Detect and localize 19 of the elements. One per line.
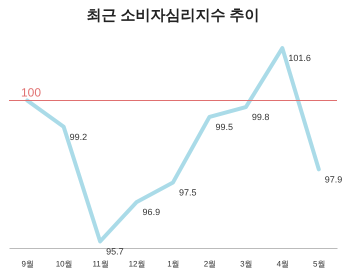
x-tick-label: 9월 [21, 260, 34, 268]
data-label: 97.9 [324, 174, 342, 184]
data-label: 99.2 [70, 132, 88, 142]
data-label: 96.9 [142, 207, 160, 218]
x-tick-label: 2월 [204, 260, 216, 268]
x-tick-label: 5월 [313, 260, 326, 268]
x-tick-label: 10월 [56, 260, 73, 268]
data-label: 95.7 [106, 246, 124, 256]
x-tick-label: 3월 [240, 260, 253, 268]
x-tick-label: 11월 [92, 260, 109, 268]
ref-line-label: 100 [21, 86, 42, 100]
data-label: 99.8 [252, 112, 270, 122]
data-label: 97.5 [179, 187, 197, 198]
data-label: 99.5 [215, 122, 233, 132]
x-tick-label: 1월 [167, 260, 180, 268]
chart-title: 최근 소비자심리지수 추이 [86, 7, 260, 24]
x-tick-label: 4월 [276, 260, 290, 268]
data-label: 101.6 [288, 53, 311, 64]
x-tick-label: 12월 [128, 260, 146, 268]
